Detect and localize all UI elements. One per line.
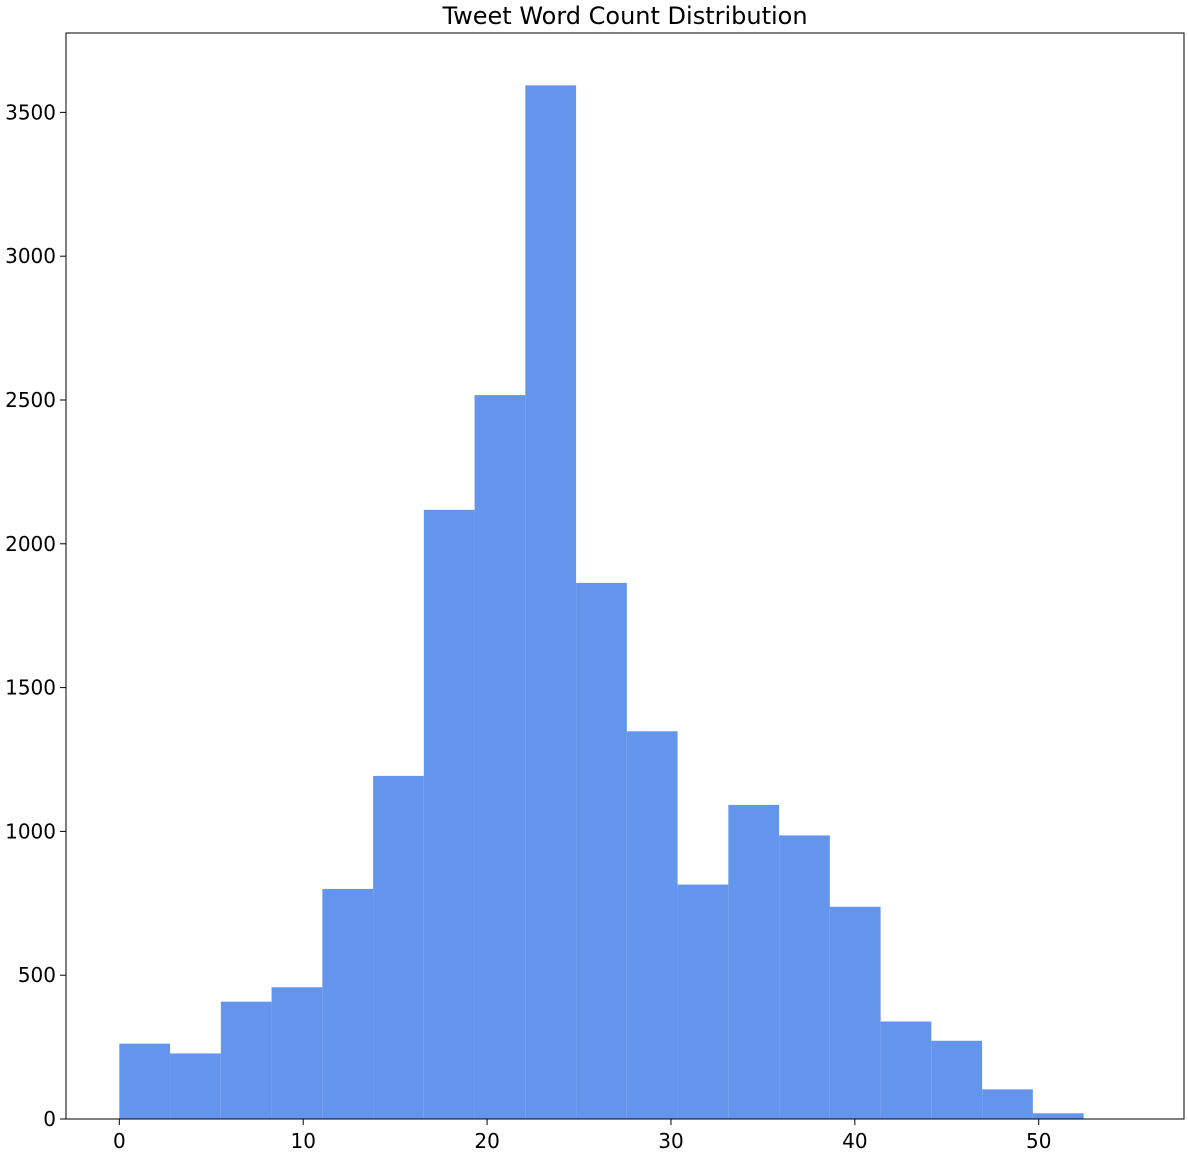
histogram-bar-1	[170, 1053, 221, 1119]
histogram-bar-11	[677, 884, 729, 1119]
x-tick-label: 0	[113, 1129, 126, 1152]
histogram-bar-7	[474, 395, 526, 1120]
x-tick-label: 10	[290, 1129, 315, 1152]
y-tick-label: 2000	[5, 532, 56, 556]
y-tick-label: 0	[43, 1107, 56, 1131]
histogram-bar-2	[220, 1001, 272, 1119]
x-axis-ticks: 0 10 20 30 40 50	[113, 1119, 1051, 1152]
histogram-bar-5	[373, 775, 424, 1119]
y-tick-label: 1000	[5, 819, 56, 843]
x-tick-label: 40	[842, 1129, 867, 1152]
y-tick-label: 2500	[5, 388, 56, 412]
y-tick-label: 3500	[5, 100, 56, 124]
histogram-bar-16	[931, 1040, 983, 1119]
histogram-bar-14	[829, 906, 881, 1119]
histogram-bar-8	[525, 85, 577, 1120]
x-tick-label: 30	[658, 1129, 683, 1152]
y-tick-label: 3000	[5, 244, 56, 268]
x-tick-label: 20	[474, 1129, 499, 1152]
histogram-bar-4	[322, 888, 374, 1119]
histogram-bar-17	[982, 1089, 1033, 1119]
x-tick-label: 50	[1026, 1129, 1051, 1152]
histogram-bar-6	[423, 509, 475, 1119]
y-tick-label: 1500	[5, 676, 56, 700]
histogram-bar-15	[880, 1021, 932, 1119]
bars-group	[119, 85, 1084, 1120]
histogram-bar-3	[271, 987, 323, 1119]
histogram-bar-0	[119, 1043, 171, 1119]
chart-title: Tweet Word Count Distribution	[442, 2, 808, 30]
histogram-bar-10	[626, 731, 678, 1119]
histogram-bar-13	[779, 835, 830, 1119]
histogram-bar-12	[728, 804, 780, 1119]
y-tick-label: 500	[18, 963, 56, 987]
plot-frame	[65, 32, 1185, 1120]
y-axis-ticks: 0 500 1000 1500 2000 2500 3000 3500	[5, 100, 66, 1131]
histogram-bar-18	[1032, 1113, 1084, 1119]
histogram-bar-9	[576, 582, 627, 1119]
